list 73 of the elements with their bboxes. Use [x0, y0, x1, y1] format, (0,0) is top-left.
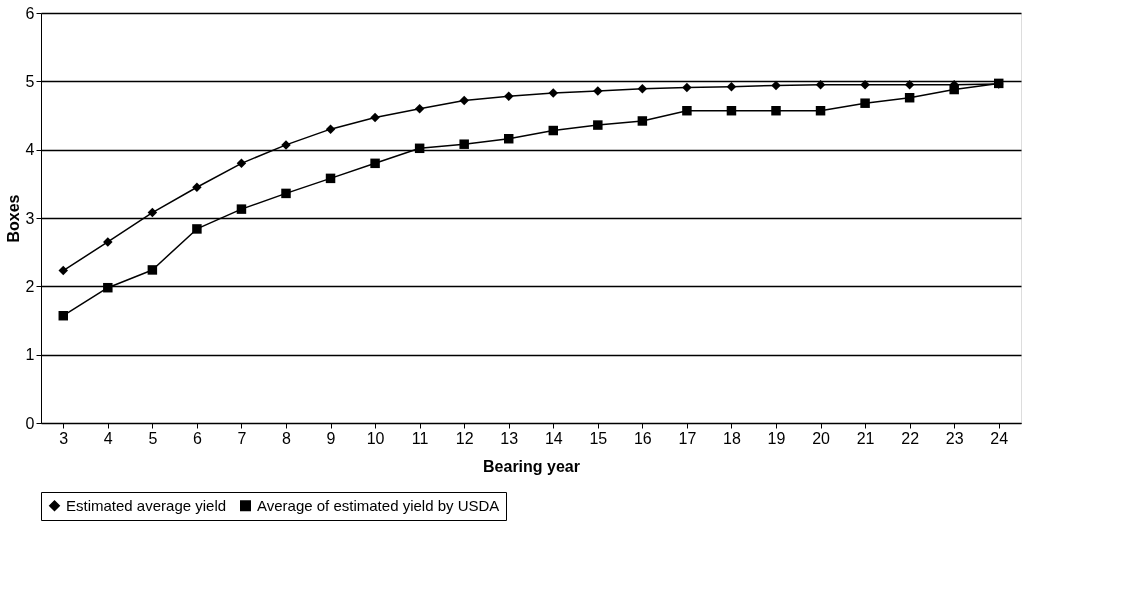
point: [325, 124, 336, 134]
point: [325, 173, 336, 184]
point: [593, 120, 603, 130]
y-tick-label: 4: [25, 141, 35, 159]
y-tick-label: 1: [25, 346, 35, 364]
x-tick-label: 6: [192, 429, 202, 447]
point: [771, 80, 781, 91]
point: [414, 143, 425, 154]
point: [58, 265, 69, 276]
point: [147, 265, 158, 275]
point: [726, 105, 737, 116]
point: [815, 105, 826, 116]
point: [682, 82, 692, 93]
x-tick-label: 5: [148, 429, 158, 447]
y-tick-label: 5: [25, 72, 35, 90]
point: [771, 105, 781, 116]
point: [593, 86, 603, 96]
point: [370, 112, 380, 123]
point: [503, 91, 514, 102]
point: [459, 139, 469, 149]
point: [860, 80, 870, 90]
x-tick-label: 9: [326, 429, 336, 447]
point: [192, 182, 202, 192]
point: [904, 80, 915, 90]
point: [414, 103, 425, 114]
x-tick-label: 8: [282, 429, 292, 447]
point: [103, 237, 113, 247]
point: [147, 207, 158, 218]
point: [860, 98, 870, 108]
x-tick-label: 18: [723, 429, 741, 447]
point: [236, 204, 247, 214]
point: [236, 158, 247, 169]
y-tick-label: 6: [25, 4, 35, 22]
x-tick-label: 19: [767, 429, 786, 447]
x-tick-label: 11: [411, 429, 429, 447]
point: [637, 116, 648, 126]
legend-label: Average of estimated yield by USDA: [257, 496, 500, 514]
point: [58, 310, 69, 321]
x-tick-label: 12: [455, 429, 474, 447]
x-tick-label: 10: [366, 429, 385, 447]
point: [682, 105, 692, 116]
point: [815, 80, 826, 90]
x-tick-label: 15: [589, 429, 608, 447]
y-tick-label: 3: [25, 209, 35, 227]
y-axis-title: Boxes: [4, 194, 22, 243]
x-tick-label: 24: [990, 429, 1009, 447]
point: [904, 92, 915, 103]
x-tick-label: 4: [103, 429, 113, 447]
point: [726, 82, 737, 92]
point: [281, 188, 291, 199]
point: [949, 84, 959, 95]
x-tick-label: 3: [59, 429, 69, 447]
point: [548, 88, 559, 98]
x-tick-label: 20: [812, 429, 831, 447]
y-tick-label: 0: [25, 414, 35, 432]
x-axis-title: Bearing year: [483, 457, 580, 475]
x-tick-label: 22: [901, 429, 920, 447]
legend-label: Estimated average yield: [66, 496, 227, 514]
point: [192, 224, 202, 234]
x-tick-label: 16: [633, 429, 652, 447]
x-tick-label: 23: [945, 429, 964, 447]
x-tick-label: 17: [678, 429, 697, 447]
point: [103, 282, 113, 293]
point: [548, 125, 559, 136]
x-tick-label: 7: [237, 429, 247, 447]
point: [370, 158, 380, 169]
point: [503, 133, 514, 144]
y-tick-label: 2: [25, 277, 35, 295]
point: [459, 95, 469, 106]
point: [637, 84, 648, 94]
x-tick-label: 14: [544, 429, 563, 447]
x-tick-label: 21: [856, 429, 875, 447]
x-tick-label: 13: [500, 429, 519, 447]
